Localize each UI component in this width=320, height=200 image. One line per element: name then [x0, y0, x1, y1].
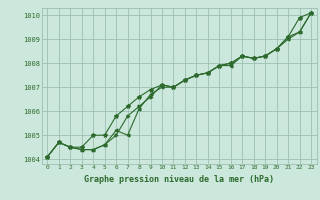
X-axis label: Graphe pression niveau de la mer (hPa): Graphe pression niveau de la mer (hPa): [84, 175, 274, 184]
